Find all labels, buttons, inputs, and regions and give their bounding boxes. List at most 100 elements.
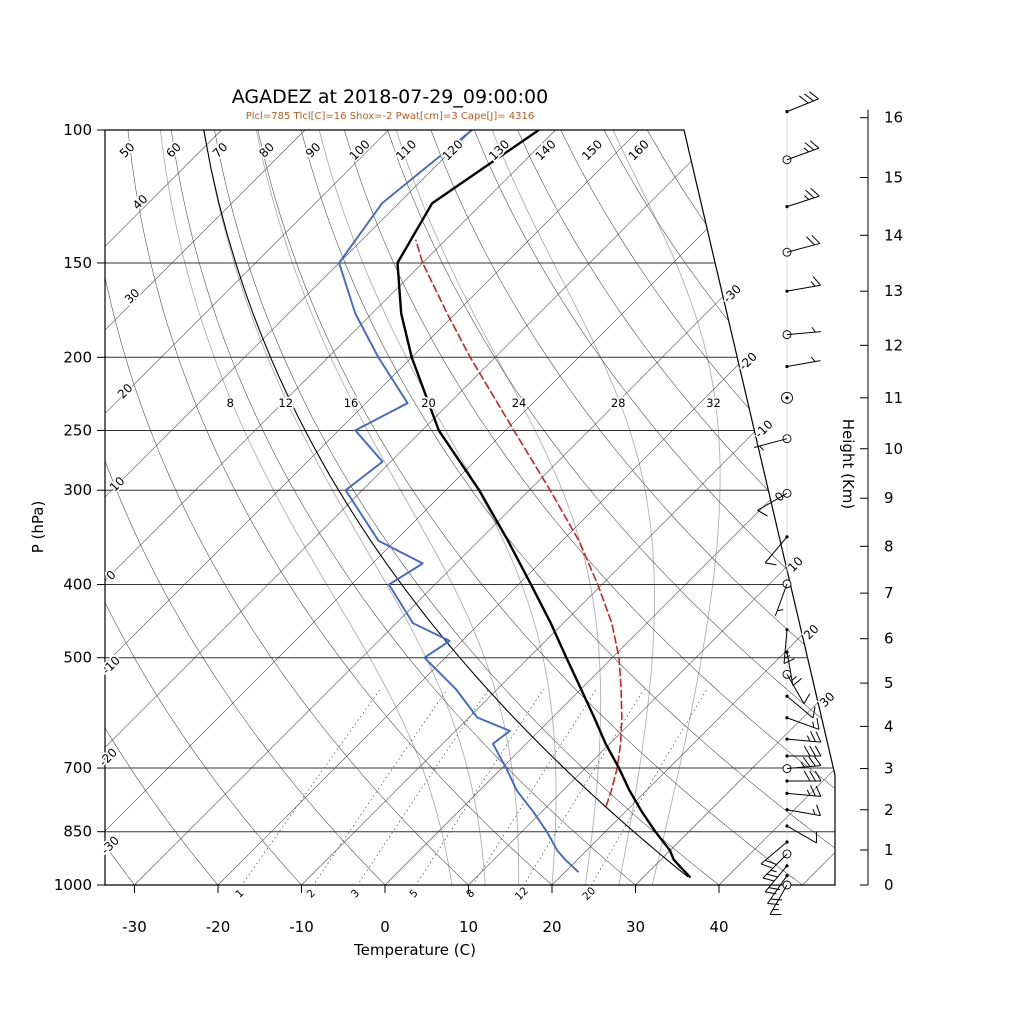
svg-text:30: 30	[626, 918, 645, 936]
svg-text:10: 10	[459, 918, 478, 936]
wind-barb	[786, 785, 822, 797]
svg-text:-30: -30	[98, 833, 122, 857]
wind-barb	[786, 234, 821, 253]
wind-barb	[774, 583, 788, 617]
svg-text:1: 1	[233, 887, 246, 900]
wind-barb	[786, 695, 816, 719]
svg-text:7: 7	[884, 584, 894, 602]
wind-barb	[764, 865, 788, 895]
svg-text:10: 10	[107, 474, 128, 495]
svg-text:28: 28	[611, 396, 626, 410]
svg-text:120: 120	[440, 137, 466, 163]
wind-barb	[786, 188, 820, 208]
svg-text:90: 90	[303, 140, 324, 161]
temperature-axis: -30 -20 -10 0 10 20 30 40	[122, 885, 729, 936]
grid-labels: 50 60 70 80 90 100 110 120 130 140 150 160403020100…	[95, 135, 840, 904]
svg-text:150: 150	[63, 254, 92, 272]
svg-text:8: 8	[227, 396, 234, 410]
calm-wind-circle	[781, 391, 793, 404]
svg-text:150: 150	[579, 137, 605, 163]
svg-text:6: 6	[884, 630, 894, 648]
svg-text:20: 20	[542, 918, 561, 936]
svg-text:32: 32	[706, 396, 721, 410]
svg-text:500: 500	[63, 649, 92, 667]
wind-barb	[786, 674, 811, 704]
dewpoint-curve	[338, 130, 579, 873]
svg-text:30: 30	[817, 689, 838, 710]
wind-barb	[786, 730, 822, 743]
svg-text:100: 100	[347, 137, 373, 163]
wind-barb	[786, 755, 822, 770]
svg-text:13: 13	[884, 282, 903, 300]
svg-text:3: 3	[349, 887, 362, 900]
svg-text:0: 0	[380, 918, 390, 936]
svg-text:250: 250	[63, 421, 92, 439]
svg-text:60: 60	[163, 140, 184, 161]
svg-text:20: 20	[580, 885, 598, 903]
wind-barb	[786, 804, 821, 817]
wind-barb	[786, 717, 820, 730]
wind-barb	[760, 841, 788, 869]
wind-level-marker	[782, 247, 792, 257]
wind-barb	[786, 140, 820, 161]
svg-text:10: 10	[884, 440, 903, 458]
svg-text:100: 100	[63, 121, 92, 139]
svg-text:10: 10	[785, 554, 806, 575]
svg-text:-10: -10	[99, 653, 123, 677]
svg-text:8: 8	[464, 887, 477, 900]
wind-barb	[786, 326, 821, 336]
svg-text:0: 0	[104, 568, 119, 583]
svg-text:1: 1	[884, 841, 894, 859]
svg-text:12: 12	[884, 336, 903, 354]
svg-text:12: 12	[278, 396, 293, 410]
svg-text:0: 0	[884, 876, 894, 894]
svg-text:40: 40	[709, 918, 728, 936]
svg-text:8: 8	[884, 537, 894, 555]
svg-text:-20: -20	[206, 918, 231, 936]
wind-barb	[787, 745, 822, 757]
svg-text:40: 40	[130, 192, 151, 213]
wind-barb	[786, 825, 817, 844]
wind-barb	[754, 438, 788, 451]
chart-header: AGADEZ at 2018-07-29_09:00:00 Plcl=785 T…	[105, 86, 675, 122]
svg-text:-10: -10	[289, 918, 314, 936]
svg-text:70: 70	[210, 140, 231, 161]
temperature-curve	[396, 130, 691, 878]
sounding-curves	[203, 130, 691, 878]
svg-text:20: 20	[801, 622, 822, 643]
svg-text:16: 16	[884, 109, 903, 127]
svg-text:1000: 1000	[54, 876, 92, 894]
wind-barb	[786, 276, 821, 292]
parcel-dry-adiabat-curve	[203, 130, 689, 878]
wind-barb	[786, 91, 819, 113]
svg-text:4: 4	[884, 717, 894, 735]
svg-text:-30: -30	[122, 918, 147, 936]
temperature-axis-label: Temperature (C)	[354, 941, 476, 959]
svg-text:850: 850	[63, 823, 92, 841]
wind-barb	[786, 652, 803, 686]
svg-text:160: 160	[626, 137, 652, 163]
svg-text:9: 9	[884, 489, 894, 507]
svg-text:2: 2	[884, 801, 894, 819]
parcel-ascent-curve	[415, 239, 623, 807]
svg-text:-20: -20	[96, 745, 120, 769]
svg-text:200: 200	[63, 348, 92, 366]
svg-text:15: 15	[884, 168, 903, 186]
svg-text:110: 110	[393, 137, 419, 163]
wind-barb	[757, 492, 788, 517]
wind-barb	[783, 629, 795, 665]
wind-level-dot	[785, 396, 789, 400]
svg-text:2: 2	[305, 887, 318, 900]
svg-text:20: 20	[115, 381, 136, 402]
svg-text:300: 300	[63, 481, 92, 499]
skewt-background-grid	[105, 130, 835, 885]
svg-text:14: 14	[884, 226, 903, 244]
svg-text:20: 20	[421, 396, 436, 410]
svg-text:5: 5	[884, 674, 894, 692]
chart-parameters-line: Plcl=785 Tlcl[C]=16 Shox=-2 Pwat[cm]=3 C…	[245, 111, 535, 122]
svg-text:3: 3	[884, 760, 894, 778]
wind-barb	[764, 536, 788, 566]
